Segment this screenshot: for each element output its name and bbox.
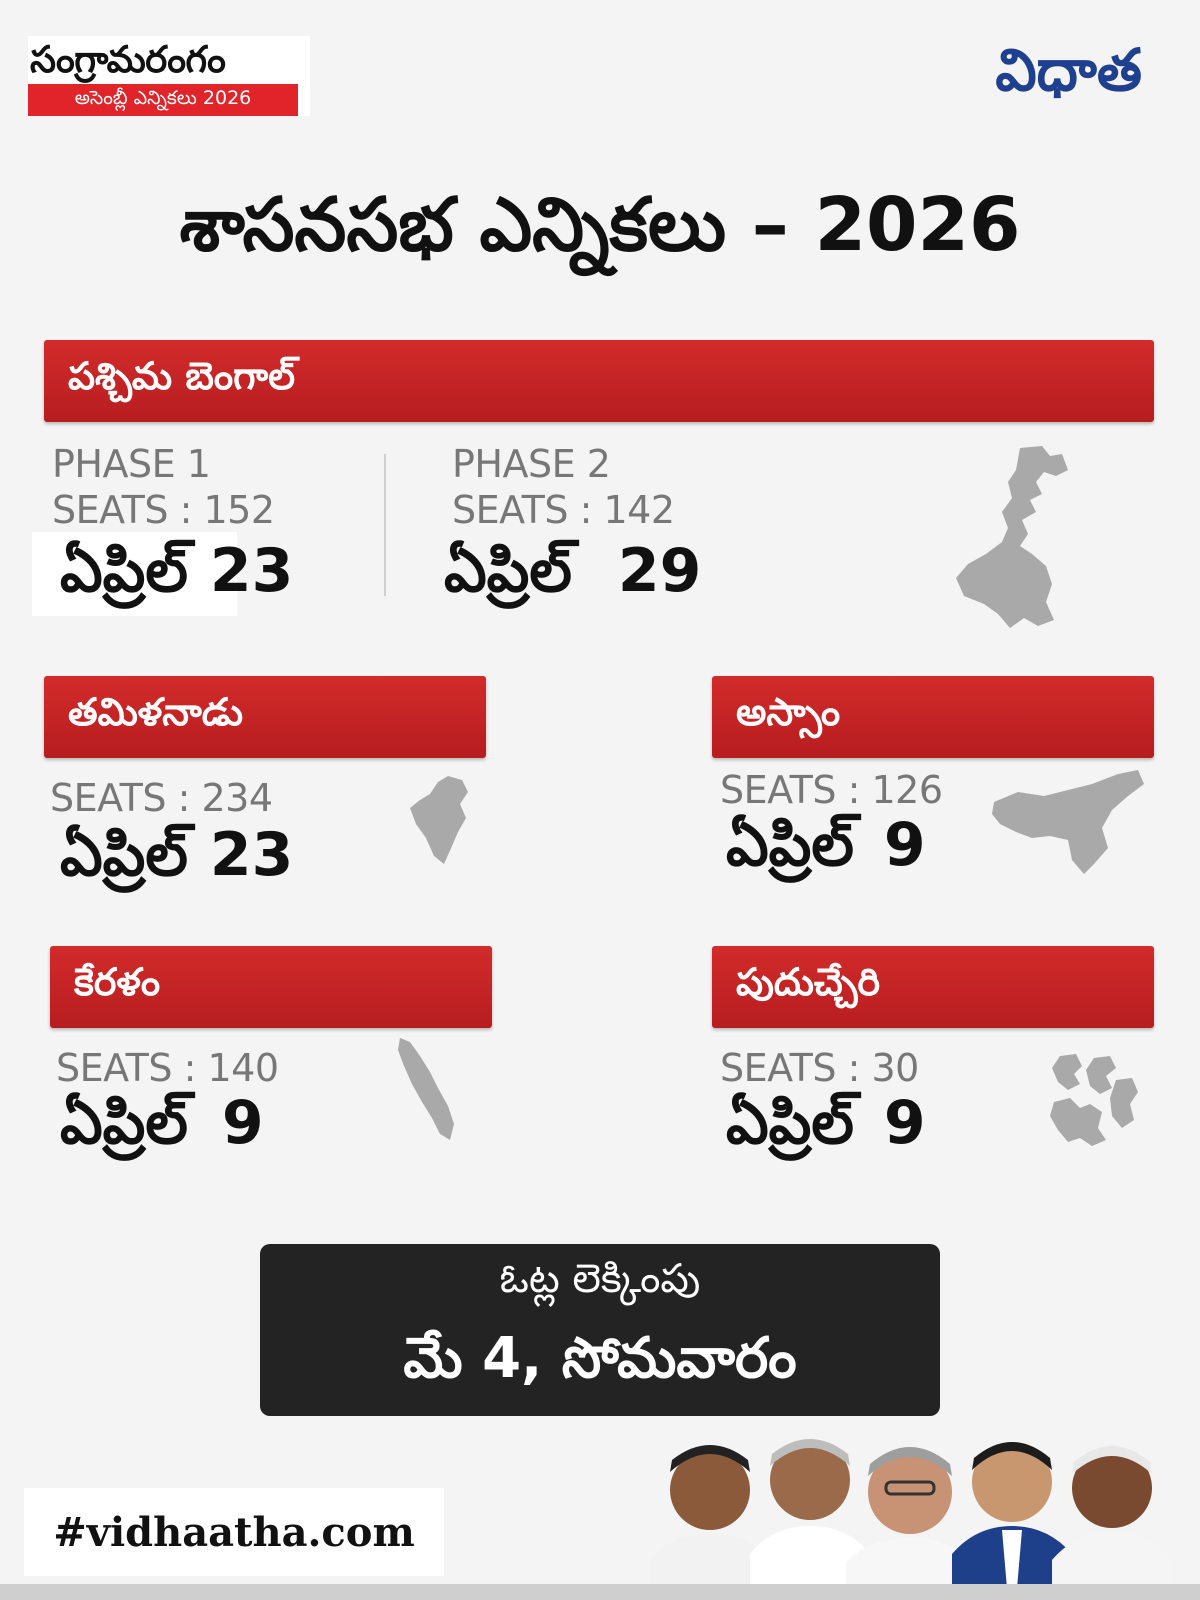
bottom-strip [0,1584,1200,1600]
state-header-tamil-nadu: తమిళనాడు [44,676,486,758]
phase2-label: PHASE 2 [452,442,611,486]
phase2-seats: SEATS : 142 [452,488,675,532]
phase2-date: ఏప్రిల్ 29 [444,536,701,620]
date-month: ఏప్రిల్ [60,1088,188,1158]
date-day: 29 [617,536,702,606]
puducherry-date: ఏప్రిల్ 9 [726,1088,926,1172]
brand-subtitle: అసెంబ్లీ ఎన్నికలు 2026 [28,84,298,116]
date-day: 23 [209,536,294,606]
tamil-nadu-map-icon [408,772,478,872]
assam-seats: SEATS : 126 [720,768,943,812]
date-month: ఏప్రిల్ [726,810,854,880]
assam-map-icon [990,766,1150,878]
date-month: ఏప్రిల్ [60,820,188,890]
phase-divider [384,454,386,596]
date-month: ఏప్రిల్ [60,536,188,606]
hashtag-box: #vidhaatha.com [24,1488,444,1576]
tamil-nadu-date: ఏప్రిల్ 23 [60,820,293,904]
state-header-kerala: కేరళం [50,946,492,1028]
page-title: శాసనసభ ఎన్నికలు – 2026 [179,182,1021,268]
state-header-puducherry: పుదుచ్చేరి [712,946,1154,1028]
date-day: 9 [883,1088,926,1158]
date-day: 9 [883,810,926,880]
west-bengal-map-icon [950,442,1080,632]
kerala-date: ఏప్రిల్ 9 [60,1088,264,1172]
date-day: 9 [221,1088,264,1158]
counting-date: మే 4, సోమవారం [403,1325,797,1391]
vidhaatha-logo: విధాత [995,36,1142,104]
phase1-label: PHASE 1 [52,442,211,486]
brand-name: సంగ్రామరంగం [30,38,226,81]
puducherry-seats: SEATS : 30 [720,1046,919,1090]
assam-date: ఏప్రిల్ 9 [726,810,926,894]
phase1-seats: SEATS : 152 [52,488,275,532]
state-header-west-bengal: పశ్చిమ బెంగాల్ [44,340,1154,422]
vote-counting-box: ఓట్ల లెక్కింపు మే 4, సోమవారం [260,1244,940,1416]
kerala-seats: SEATS : 140 [56,1046,279,1090]
kerala-map-icon [396,1034,460,1144]
leaders-photo [650,1430,1200,1600]
date-month: ఏప్రిల్ [444,536,572,606]
phase1-date: ఏప్రిల్ 23 [60,536,293,620]
counting-label: ఓట్ల లెక్కింపు [499,1255,701,1302]
website-hashtag: #vidhaatha.com [53,1508,415,1556]
date-highlight [32,532,237,616]
date-day: 23 [209,820,294,890]
tamil-nadu-seats: SEATS : 234 [50,776,273,820]
state-header-assam: అస్సాం [712,676,1154,758]
date-month: ఏప్రిల్ [726,1088,854,1158]
puducherry-map-icon [1046,1050,1142,1150]
